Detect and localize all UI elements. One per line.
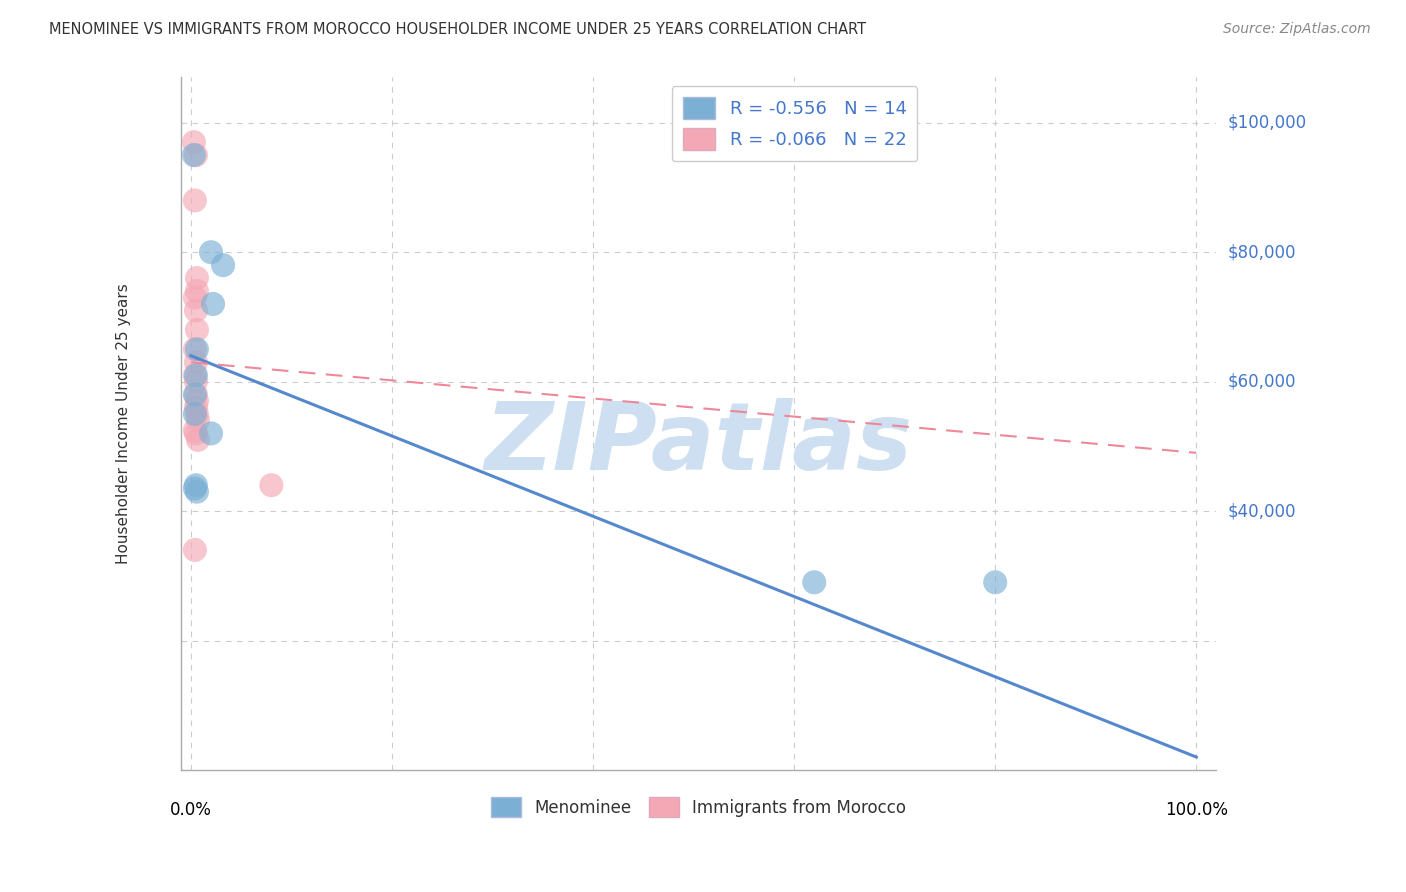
- Point: [186, 407, 208, 421]
- Point: [260, 478, 283, 492]
- Point: [187, 413, 209, 427]
- Point: [184, 543, 207, 558]
- Point: [186, 484, 208, 499]
- Point: [183, 148, 205, 162]
- Point: [186, 343, 208, 357]
- Point: [200, 426, 222, 441]
- Point: [184, 343, 207, 357]
- Point: [184, 375, 207, 389]
- Point: [184, 478, 207, 492]
- Text: MENOMINEE VS IMMIGRANTS FROM MOROCCO HOUSEHOLDER INCOME UNDER 25 YEARS CORRELATI: MENOMINEE VS IMMIGRANTS FROM MOROCCO HOU…: [49, 22, 866, 37]
- Point: [184, 387, 207, 401]
- Text: $80,000: $80,000: [1227, 244, 1296, 261]
- Point: [200, 245, 222, 260]
- Text: ZIPatlas: ZIPatlas: [485, 399, 912, 491]
- Text: Householder Income Under 25 years: Householder Income Under 25 years: [117, 284, 131, 564]
- Point: [184, 368, 207, 383]
- Point: [184, 368, 207, 383]
- Point: [184, 148, 207, 162]
- Point: [186, 271, 208, 285]
- Point: [184, 194, 207, 208]
- Point: [187, 433, 209, 447]
- Point: [184, 401, 207, 415]
- Point: [202, 297, 225, 311]
- Text: Source: ZipAtlas.com: Source: ZipAtlas.com: [1223, 22, 1371, 37]
- Point: [184, 303, 207, 318]
- Point: [184, 291, 207, 305]
- Text: $100,000: $100,000: [1227, 114, 1306, 132]
- Point: [212, 258, 235, 272]
- Text: 0.0%: 0.0%: [170, 800, 212, 819]
- Point: [184, 426, 207, 441]
- Point: [184, 423, 207, 437]
- Point: [184, 355, 207, 369]
- Text: $40,000: $40,000: [1227, 502, 1296, 520]
- Point: [184, 407, 207, 421]
- Point: [803, 575, 825, 590]
- Text: 100.0%: 100.0%: [1164, 800, 1227, 819]
- Point: [186, 284, 208, 298]
- Point: [186, 394, 208, 409]
- Point: [984, 575, 1007, 590]
- Legend: Menominee, Immigrants from Morocco: Menominee, Immigrants from Morocco: [485, 790, 912, 824]
- Point: [184, 482, 207, 496]
- Point: [183, 135, 205, 149]
- Point: [184, 387, 207, 401]
- Point: [186, 323, 208, 337]
- Text: $60,000: $60,000: [1227, 373, 1296, 391]
